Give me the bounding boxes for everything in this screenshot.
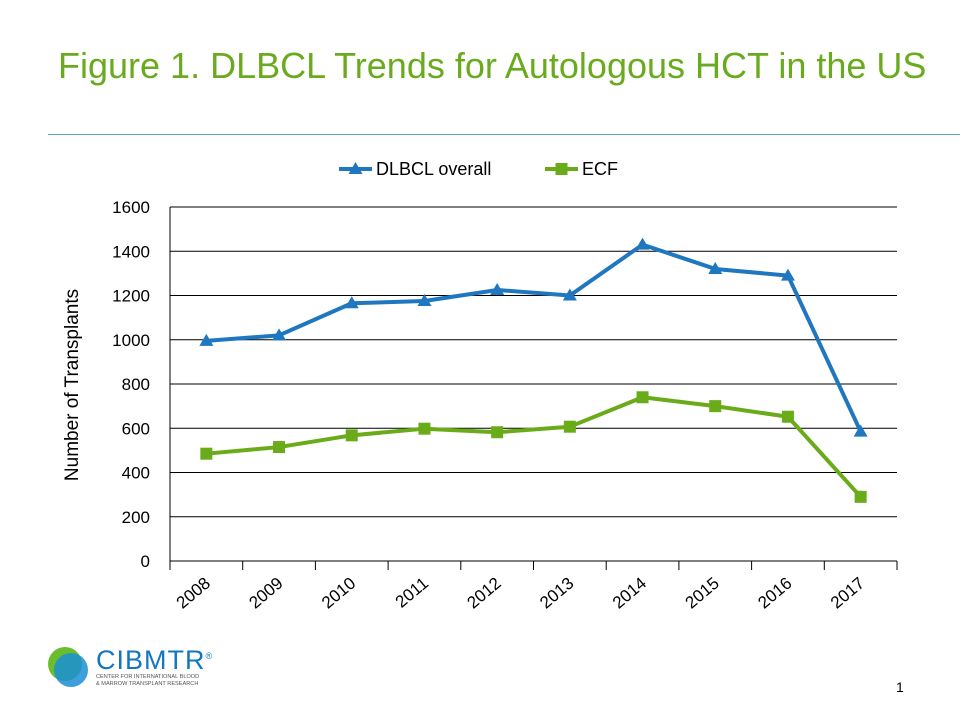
logo-wordmark: CIBMTR®	[96, 645, 214, 675]
logo-circles-icon	[48, 647, 88, 687]
legend: DLBCL overall ECF	[339, 159, 618, 179]
data-point	[272, 328, 287, 341]
data-point	[780, 268, 795, 281]
y-tick-label: 800	[122, 375, 150, 394]
legend-label: DLBCL overall	[376, 159, 491, 179]
x-tick-label: 2013	[536, 574, 577, 613]
x-tick-label: 2011	[392, 574, 432, 612]
y-tick-label: 400	[122, 464, 150, 483]
legend-marker	[555, 163, 568, 175]
grid-lines	[170, 206, 897, 562]
legend-item: DLBCL overall	[339, 159, 491, 179]
data-point	[345, 429, 358, 442]
legend-item: ECF	[545, 159, 618, 179]
data-point	[418, 422, 431, 435]
data-point	[417, 294, 432, 307]
y-tick-label: 1200	[112, 287, 150, 306]
x-tick-label: 2010	[318, 574, 359, 613]
legend-marker	[348, 162, 363, 174]
y-tick-label: 0	[141, 552, 150, 571]
x-tick-label: 2012	[464, 574, 505, 613]
data-point	[491, 426, 504, 439]
series-ecf	[200, 391, 867, 503]
y-tick-label: 1600	[112, 198, 150, 217]
data-point	[854, 490, 867, 503]
data-point	[635, 237, 650, 250]
data-point	[853, 424, 868, 437]
series-line	[206, 242, 863, 433]
series-line	[206, 395, 863, 499]
logo-tagline: CENTER FOR INTERNATIONAL BLOOD & MARROW …	[96, 674, 200, 687]
data-point	[490, 282, 505, 295]
x-tick-label: 2014	[609, 574, 650, 613]
data-point	[709, 400, 722, 413]
slide-title: Figure 1. DLBCL Trends for Autologous HC…	[58, 45, 927, 86]
data-point	[563, 420, 576, 433]
legend-label: ECF	[582, 159, 618, 179]
data-point	[273, 441, 286, 454]
data-point	[562, 288, 577, 301]
x-tick-label: 2017	[827, 574, 868, 613]
x-tick-label: 2016	[754, 574, 795, 613]
data-point	[781, 410, 794, 423]
x-tick-label: 2009	[245, 574, 286, 613]
x-tick-label: 2008	[173, 574, 214, 613]
data-point	[708, 261, 723, 274]
page-number: 1	[896, 679, 904, 695]
series-dlbcl-overall	[199, 237, 868, 437]
cibmtr-logo: CIBMTR® CENTER FOR INTERNATIONAL BLOOD &…	[44, 643, 244, 693]
y-tick-label: 1400	[112, 242, 150, 261]
data-point	[200, 447, 213, 460]
axes: 0 200 400 600 800 1000 1200 1400 1600 2008 2009 201…	[112, 198, 898, 613]
data-point	[636, 391, 649, 404]
data-point	[199, 333, 214, 346]
y-tick-label: 200	[122, 508, 150, 527]
title-divider	[48, 134, 960, 135]
data-point	[344, 296, 359, 309]
series	[199, 237, 868, 503]
x-tick-label: 2015	[682, 574, 723, 613]
y-tick-label: 1000	[112, 331, 150, 350]
y-tick-label: 600	[122, 419, 150, 438]
y-axis-label: Number of Transplants	[62, 289, 83, 481]
